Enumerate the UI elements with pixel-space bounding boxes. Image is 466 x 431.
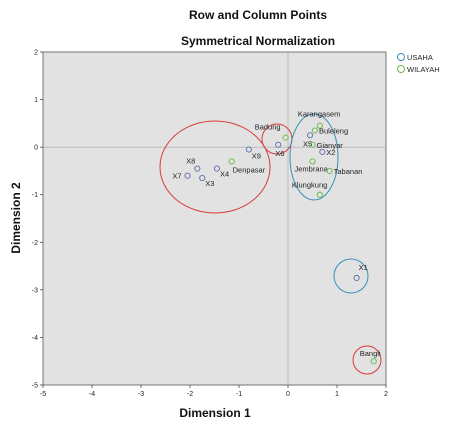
x-tick-label: -3: [138, 391, 144, 398]
point-x4: [213, 165, 220, 172]
point-x2: [319, 148, 326, 155]
point-label-x5: X5: [303, 139, 312, 148]
x-tick-label: 0: [286, 391, 290, 398]
point-x9: [245, 146, 252, 153]
point-bangli: [370, 358, 377, 365]
point-label-badung: Badung: [255, 123, 281, 132]
chart-title: Row and Column Points: [189, 8, 327, 22]
point-klungkung: [316, 191, 323, 198]
point-label-x1: X1: [359, 263, 368, 272]
x-tick-label: -2: [187, 391, 193, 398]
point-label-buleleng: Buleleng: [319, 126, 348, 135]
y-tick-label: 1: [34, 97, 38, 104]
y-tick-label: -4: [32, 335, 38, 342]
cluster-ellipse-central: [289, 113, 339, 201]
point-label-jembrana: Jembrana: [295, 164, 329, 173]
legend-marker-usaha: [397, 53, 405, 61]
point-label-x4: X4: [220, 170, 229, 179]
x-tick-label: -5: [40, 391, 46, 398]
plot-area: [42, 51, 387, 386]
point-x8: [194, 165, 201, 172]
y-tick-label: 0: [34, 145, 38, 152]
reference-lines: [43, 52, 386, 385]
point-x5: [306, 132, 314, 139]
cluster-ellipse-x1: [333, 258, 369, 294]
x-tick-label: 2: [384, 391, 388, 398]
point-buleleng: [311, 127, 319, 134]
cluster-ellipse-bangli: [352, 345, 382, 375]
point-karangasem: [316, 122, 323, 129]
point-x6: [275, 141, 282, 148]
point-gianyar: [309, 141, 316, 148]
cluster-ellipse-west: [159, 120, 271, 214]
point-label-denpasar: Denpasar: [233, 165, 266, 174]
legend: USAHA WILAYAH: [397, 53, 440, 74]
point-label-x8: X8: [186, 157, 195, 166]
y-axis-label: Dimension 2: [9, 182, 23, 254]
x-axis: -5 -4 -3 -2 -1 0 1 2: [40, 385, 388, 398]
point-jembrana: [309, 158, 316, 165]
point-x7: [184, 172, 191, 179]
point-label-tabanan: Tabanan: [334, 167, 363, 176]
point-badung: [282, 134, 289, 141]
y-tick-label: -2: [32, 240, 38, 247]
point-x3: [199, 175, 206, 182]
y-axis: -5 -4 -3 -2 -1 0 1 2: [32, 50, 43, 390]
point-label-x7: X7: [172, 172, 181, 181]
point-label-bangli: Bangli: [360, 349, 381, 358]
x-axis-label: Dimension 1: [179, 406, 251, 420]
y-tick-label: -5: [32, 383, 38, 390]
legend-label-wilayah: WILAYAH: [407, 65, 440, 74]
point-label-karangasem: Karangasem: [298, 110, 341, 119]
point-denpasar: [228, 158, 235, 165]
point-label-gianyar: Gianyar: [317, 141, 344, 150]
chart-subtitle: Symmetrical Normalization: [181, 34, 335, 48]
point-label-x9: X9: [252, 152, 261, 161]
point-label-x3: X3: [205, 179, 214, 188]
point-label-x6: X6: [275, 149, 284, 158]
x-tick-label: 1: [335, 391, 339, 398]
cluster-ellipses: [159, 113, 382, 375]
x-tick-label: -4: [89, 391, 95, 398]
y-tick-label: -3: [32, 287, 38, 294]
x-tick-label: -1: [236, 391, 242, 398]
legend-label-usaha: USAHA: [407, 53, 433, 62]
point-label-x2: X2: [326, 148, 335, 157]
point-tabanan: [326, 167, 333, 174]
y-tick-label: -1: [32, 192, 38, 199]
data-points: X8 X7 X3 X4 X9 X6 X5 X2 X1 Denpasar Badung Karangas…: [172, 110, 381, 365]
point-label-klungkung: Klungkung: [292, 181, 327, 190]
point-x1: [353, 274, 360, 282]
legend-marker-wilayah: [397, 65, 405, 73]
y-tick-label: 2: [34, 50, 38, 57]
